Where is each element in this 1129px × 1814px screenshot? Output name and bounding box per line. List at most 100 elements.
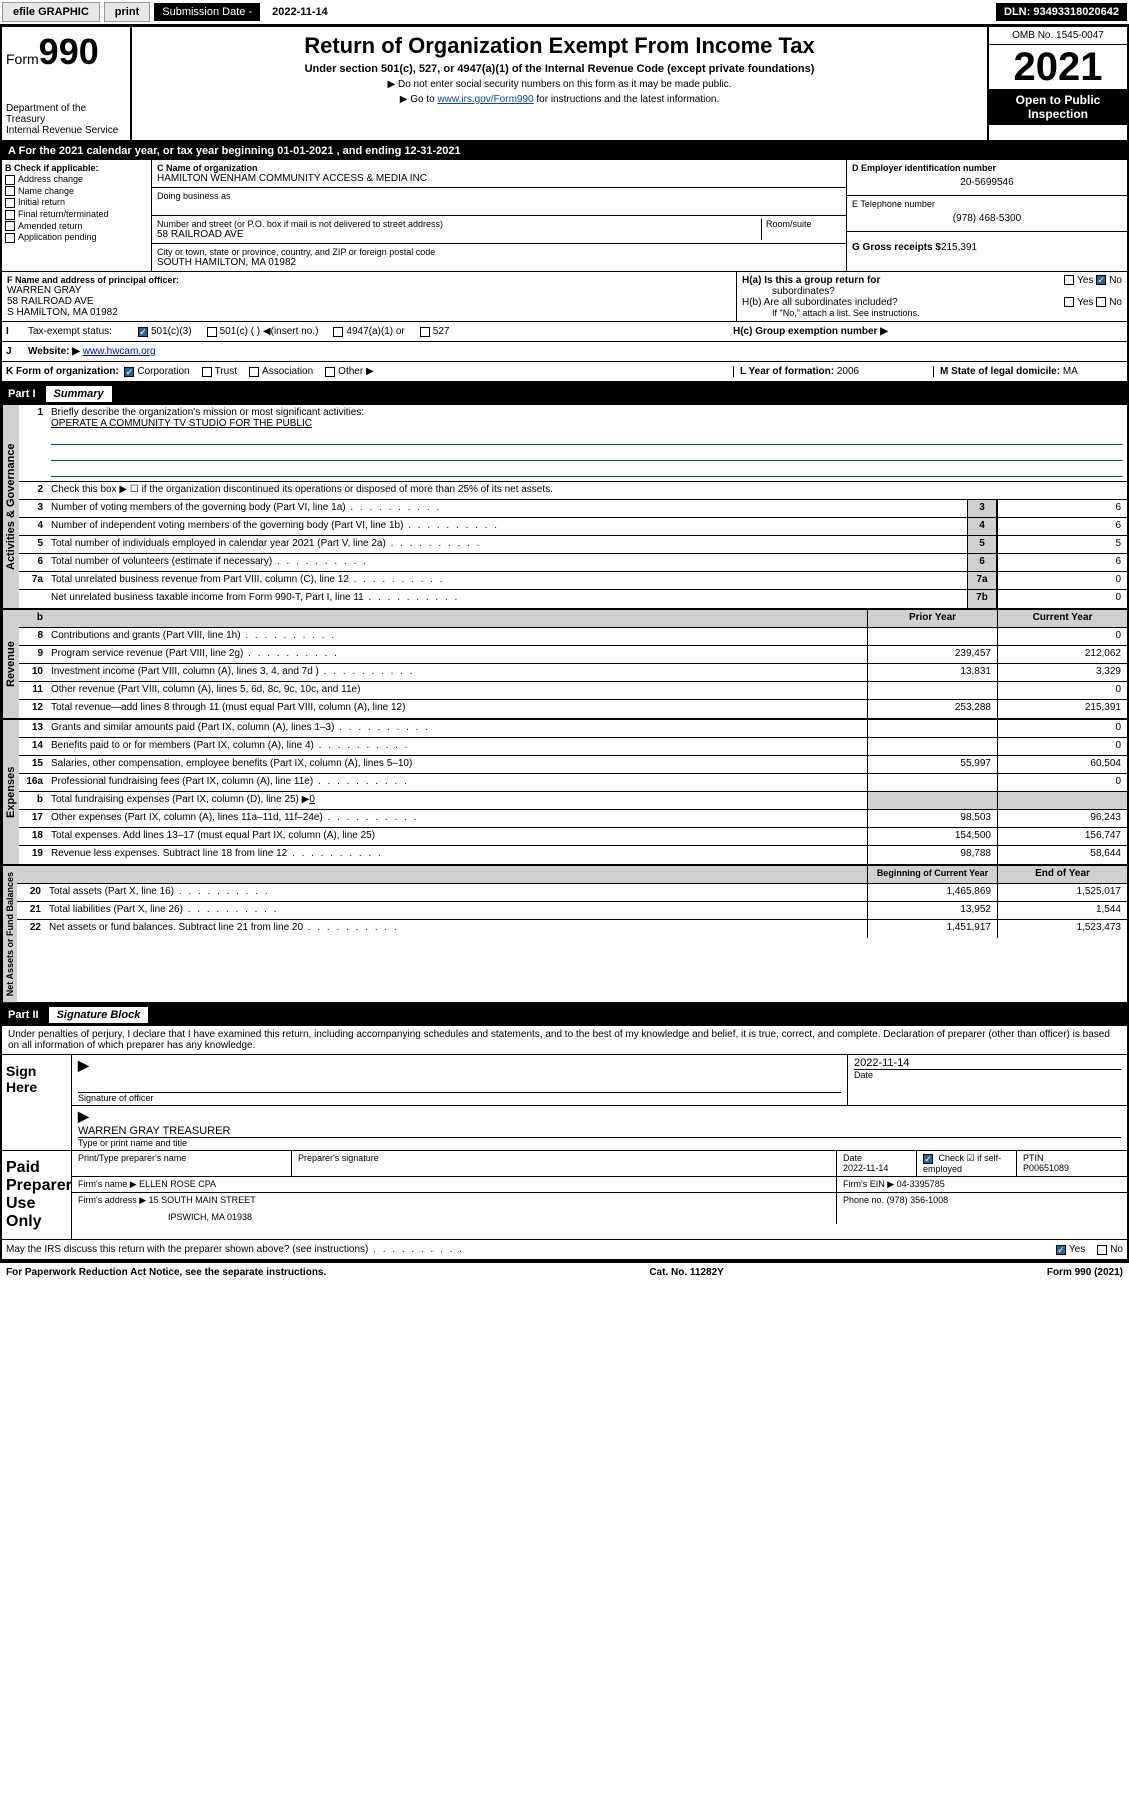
footer-mid: Cat. No. 11282Y xyxy=(649,1267,723,1278)
section-f: F Name and address of principal officer:… xyxy=(2,272,737,321)
discuss-row: May the IRS discuss this return with the… xyxy=(2,1240,1127,1261)
section-bcd: B Check if applicable: Address change Na… xyxy=(2,160,1127,272)
date-label: Date xyxy=(854,1069,1121,1080)
sig-officer-label: Signature of officer xyxy=(78,1092,841,1103)
section-deg: D Employer identification number 20-5699… xyxy=(847,160,1127,271)
j-label: Website: ▶ xyxy=(28,346,80,357)
irs-label: Internal Revenue Service xyxy=(6,125,126,136)
print-button[interactable]: print xyxy=(104,2,150,22)
chk-527[interactable] xyxy=(420,327,430,337)
e17p: 98,503 xyxy=(867,810,997,827)
ptin: P00651089 xyxy=(1023,1163,1121,1173)
page-footer: For Paperwork Reduction Act Notice, see … xyxy=(0,1263,1129,1282)
officer-name: WARREN GRAY xyxy=(7,285,731,296)
sign-date: 2022-11-14 xyxy=(854,1057,1121,1069)
line-j: J Website: ▶ www.hwcam.org xyxy=(2,342,1127,362)
chk-4947[interactable] xyxy=(333,327,343,337)
firm-addr: 15 SOUTH MAIN STREET xyxy=(149,1195,256,1205)
e18p: 154,500 xyxy=(867,828,997,845)
chk-trust[interactable] xyxy=(202,367,212,377)
footer-left: For Paperwork Reduction Act Notice, see … xyxy=(6,1267,326,1278)
chk-final-return[interactable]: Final return/terminated xyxy=(5,209,148,220)
e15c: 60,504 xyxy=(997,756,1127,773)
discuss-no[interactable] xyxy=(1097,1245,1107,1255)
v5: 5 xyxy=(997,536,1127,553)
chk-501c[interactable] xyxy=(207,327,217,337)
line-klm: K Form of organization: Corporation Trus… xyxy=(2,362,1127,383)
r12c: 215,391 xyxy=(997,700,1127,718)
chk-address-change[interactable]: Address change xyxy=(5,174,148,185)
discuss-yes[interactable] xyxy=(1056,1245,1066,1255)
discuss-question: May the IRS discuss this return with the… xyxy=(6,1244,1056,1255)
r8c: 0 xyxy=(997,628,1127,645)
vlabel-nab: Net Assets or Fund Balances xyxy=(2,866,17,1002)
line2: Check this box ▶ ☐ if the organization d… xyxy=(47,482,1127,499)
sign-here-block: Sign Here ▶Signature of officer 2022-11-… xyxy=(2,1055,1127,1151)
v7b: 0 xyxy=(997,590,1127,608)
chk-name-change[interactable]: Name change xyxy=(5,186,148,197)
line-a: A For the 2021 calendar year, or tax yea… xyxy=(2,142,1127,160)
n22c: 1,523,473 xyxy=(997,920,1127,938)
form-subtitle: Under section 501(c), 527, or 4947(a)(1)… xyxy=(138,63,981,75)
self-emp-check[interactable]: Check ☑ if self-employed xyxy=(917,1151,1017,1176)
r12p: 253,288 xyxy=(867,700,997,718)
room-label: Room/suite xyxy=(761,219,841,240)
r11c: 0 xyxy=(997,682,1127,699)
part2-title: Signature Block xyxy=(49,1007,149,1023)
hc-label: H(c) Group exemption number ▶ xyxy=(733,326,1123,337)
part2-header: Part II Signature Block xyxy=(2,1004,1127,1026)
n21p: 13,952 xyxy=(867,902,997,919)
part2-label: Part II xyxy=(8,1009,39,1021)
form-header: Form990 Department of the Treasury Inter… xyxy=(2,27,1127,142)
firm-city: IPSWICH, MA 01938 xyxy=(78,1206,830,1222)
form-word: Form xyxy=(6,51,39,67)
submission-label: Submission Date - xyxy=(154,3,260,21)
vlabel-exp: Expenses xyxy=(2,720,19,864)
chk-app-pending[interactable]: Application pending xyxy=(5,232,148,243)
r9c: 212,062 xyxy=(997,646,1127,663)
dept-treasury: Department of the Treasury xyxy=(6,103,126,125)
c-name-label: C Name of organization xyxy=(157,163,841,173)
firm-name: ELLEN ROSE CPA xyxy=(139,1179,216,1189)
irs-link[interactable]: www.irs.gov/Form990 xyxy=(437,94,533,105)
dln: DLN: 93493318020642 xyxy=(996,3,1127,21)
website-link[interactable]: www.hwcam.org xyxy=(83,346,156,357)
paid-preparer-label: Paid Preparer Use Only xyxy=(2,1151,72,1239)
chk-501c3[interactable] xyxy=(138,327,148,337)
e19p: 98,788 xyxy=(867,846,997,864)
year-formation: 2006 xyxy=(837,366,859,377)
chk-assoc[interactable] xyxy=(249,367,259,377)
chk-initial-return[interactable]: Initial return xyxy=(5,197,148,208)
chk-corp[interactable] xyxy=(124,367,134,377)
activities-governance: Activities & Governance 1Briefly describ… xyxy=(2,405,1127,610)
e-label: E Telephone number xyxy=(852,199,1122,209)
e13c: 0 xyxy=(997,720,1127,737)
efile-button[interactable]: efile GRAPHIC xyxy=(2,2,100,22)
section-c: C Name of organization HAMILTON WENHAM C… xyxy=(152,160,847,271)
e17c: 96,243 xyxy=(997,810,1127,827)
v6: 6 xyxy=(997,554,1127,571)
section-fh: F Name and address of principal officer:… xyxy=(2,272,1127,322)
prep-date: 2022-11-14 xyxy=(843,1163,910,1173)
net-assets-section: Net Assets or Fund Balances Beginning of… xyxy=(2,866,1127,1004)
paid-preparer-block: Paid Preparer Use Only Print/Type prepar… xyxy=(2,1151,1127,1240)
e19c: 58,644 xyxy=(997,846,1127,864)
g-label: G Gross receipts $ xyxy=(852,242,941,253)
e15p: 55,997 xyxy=(867,756,997,773)
ssn-note: ▶ Do not enter social security numbers o… xyxy=(138,79,981,90)
city-label: City or town, state or province, country… xyxy=(157,247,841,257)
part1-title: Summary xyxy=(46,386,112,402)
form-number-block: Form990 Department of the Treasury Inter… xyxy=(2,27,132,140)
chk-amended[interactable]: Amended return xyxy=(5,221,148,232)
n21c: 1,544 xyxy=(997,902,1127,919)
addr-label: Number and street (or P.O. box if mail i… xyxy=(157,219,761,229)
officer-city: S HAMILTON, MA 01982 xyxy=(7,307,731,318)
omb-number: OMB No. 1545-0047 xyxy=(989,27,1127,45)
vlabel-ag: Activities & Governance xyxy=(2,405,19,608)
gross-receipts: 215,391 xyxy=(941,242,977,253)
n22p: 1,451,917 xyxy=(867,920,997,938)
chk-other[interactable] xyxy=(325,367,335,377)
submission-date: 2022-11-14 xyxy=(264,3,336,21)
e14c: 0 xyxy=(997,738,1127,755)
prior-year-hdr: Prior Year xyxy=(867,610,997,627)
